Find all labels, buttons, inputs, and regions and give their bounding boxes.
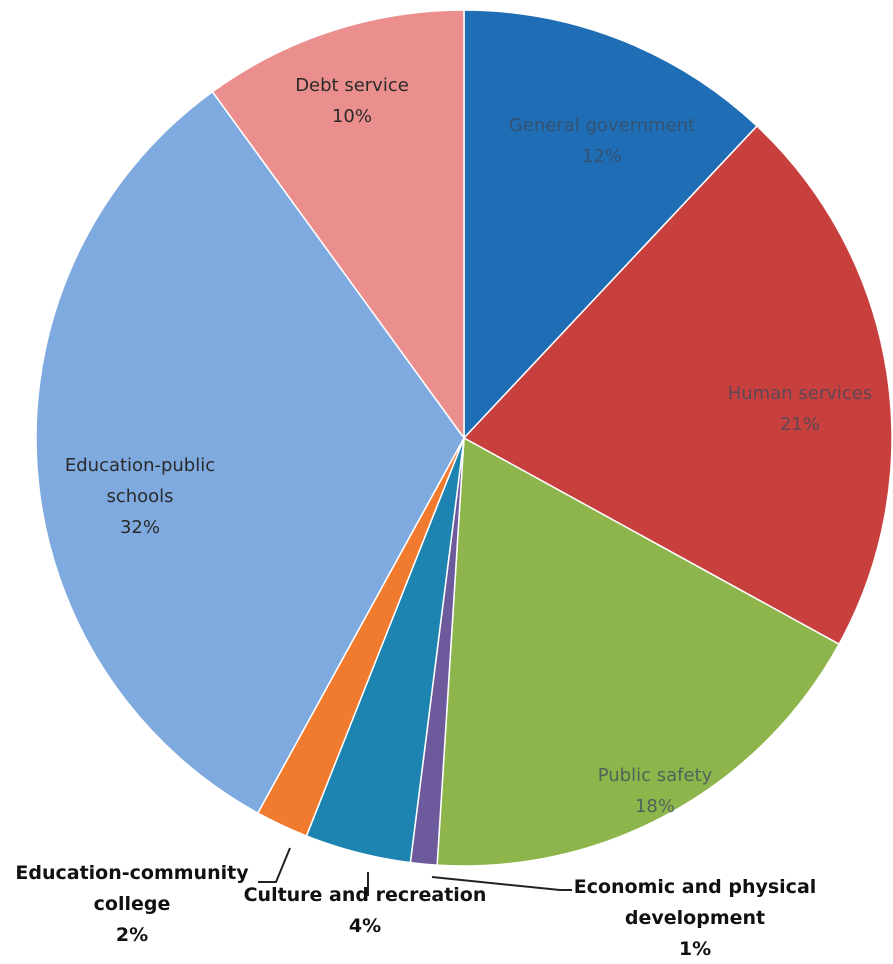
data-label: General government 12% — [472, 110, 732, 172]
value-label: 10% — [331, 106, 372, 127]
value-label: 18% — [634, 796, 675, 817]
category-name: General government — [508, 115, 696, 136]
value-label: 21% — [779, 414, 820, 435]
data-label: Culture and recreation 4% — [235, 880, 495, 942]
data-label: Education-public schools 32% — [40, 450, 240, 543]
value-label: 2% — [115, 924, 149, 946]
value-label: 1% — [678, 938, 712, 960]
value-label: 32% — [119, 517, 160, 538]
data-label: Human services 21% — [700, 378, 893, 440]
pie-slice — [35, 90, 465, 815]
data-label: Education-community college 2% — [2, 858, 262, 951]
pie-slice — [436, 436, 841, 867]
category-name: Education-public schools — [64, 455, 216, 507]
category-name: Culture and recreation — [243, 884, 487, 906]
pie-slice — [211, 9, 465, 441]
category-name: Debt service — [295, 75, 409, 96]
pie-slice — [463, 9, 759, 440]
value-label: 12% — [581, 146, 622, 167]
category-name: Economic and physical development — [573, 876, 817, 929]
leader-line — [258, 847, 291, 883]
data-label: Public safety 18% — [555, 760, 755, 822]
data-label: Debt service 10% — [252, 70, 452, 132]
category-name: Public safety — [597, 765, 713, 786]
category-name: Education-community college — [15, 862, 249, 915]
slices — [35, 9, 893, 867]
pie-slice — [462, 124, 893, 646]
value-label: 4% — [348, 915, 382, 937]
leader-line — [431, 876, 572, 891]
category-name: Human services — [727, 383, 873, 404]
data-label: Economic and physical development 1% — [555, 872, 835, 964]
